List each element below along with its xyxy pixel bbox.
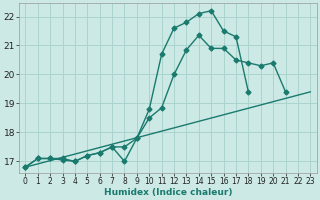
X-axis label: Humidex (Indice chaleur): Humidex (Indice chaleur) bbox=[104, 188, 232, 197]
